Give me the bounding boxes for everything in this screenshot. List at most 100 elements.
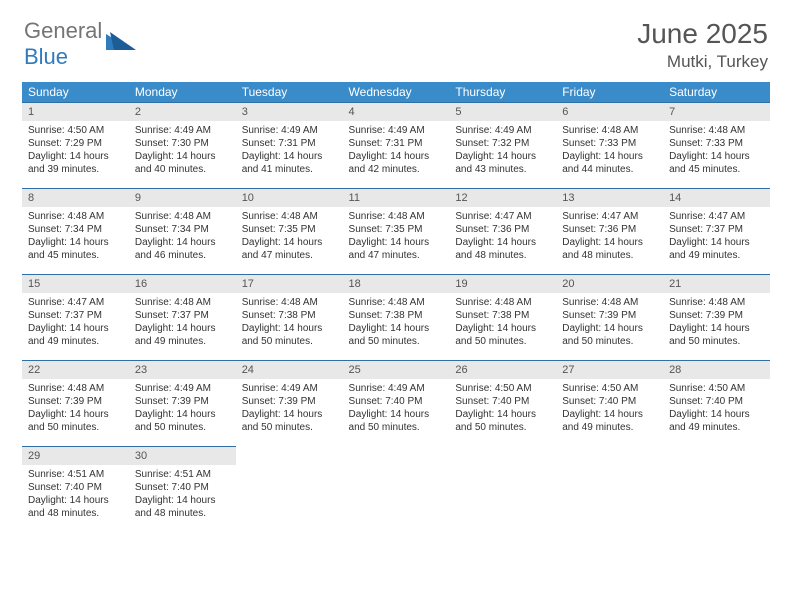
day-line-d2: and 50 minutes. xyxy=(562,335,657,348)
day-line-sr: Sunrise: 4:48 AM xyxy=(562,124,657,137)
day-line-d2: and 47 minutes. xyxy=(349,249,444,262)
day-details: Sunrise: 4:49 AMSunset: 7:31 PMDaylight:… xyxy=(236,121,343,180)
calendar-day-cell: 13Sunrise: 4:47 AMSunset: 7:36 PMDayligh… xyxy=(556,188,663,274)
calendar-day-cell: 11Sunrise: 4:48 AMSunset: 7:35 PMDayligh… xyxy=(343,188,450,274)
day-line-d1: Daylight: 14 hours xyxy=(28,236,123,249)
calendar-day-cell: 30Sunrise: 4:51 AMSunset: 7:40 PMDayligh… xyxy=(129,446,236,532)
calendar-week-row: 1Sunrise: 4:50 AMSunset: 7:29 PMDaylight… xyxy=(22,102,770,188)
day-line-ss: Sunset: 7:40 PM xyxy=(669,395,764,408)
calendar-day-cell: 17Sunrise: 4:48 AMSunset: 7:38 PMDayligh… xyxy=(236,274,343,360)
day-line-d1: Daylight: 14 hours xyxy=(562,408,657,421)
day-line-d1: Daylight: 14 hours xyxy=(562,236,657,249)
day-line-d1: Daylight: 14 hours xyxy=(349,150,444,163)
calendar-header-row: SundayMondayTuesdayWednesdayThursdayFrid… xyxy=(22,82,770,102)
day-line-d2: and 44 minutes. xyxy=(562,163,657,176)
day-line-ss: Sunset: 7:39 PM xyxy=(562,309,657,322)
day-number: 26 xyxy=(449,360,556,379)
calendar-body: 1Sunrise: 4:50 AMSunset: 7:29 PMDaylight… xyxy=(22,102,770,532)
day-details: Sunrise: 4:50 AMSunset: 7:40 PMDaylight:… xyxy=(449,379,556,438)
day-details: Sunrise: 4:50 AMSunset: 7:40 PMDaylight:… xyxy=(663,379,770,438)
calendar-day-cell xyxy=(449,446,556,532)
calendar-day-cell: 10Sunrise: 4:48 AMSunset: 7:35 PMDayligh… xyxy=(236,188,343,274)
day-line-sr: Sunrise: 4:47 AM xyxy=(562,210,657,223)
day-details: Sunrise: 4:48 AMSunset: 7:33 PMDaylight:… xyxy=(556,121,663,180)
day-line-ss: Sunset: 7:34 PM xyxy=(28,223,123,236)
day-line-ss: Sunset: 7:37 PM xyxy=(135,309,230,322)
day-number: 15 xyxy=(22,274,129,293)
day-line-d1: Daylight: 14 hours xyxy=(242,322,337,335)
day-number: 11 xyxy=(343,188,450,207)
calendar-day-cell: 21Sunrise: 4:48 AMSunset: 7:39 PMDayligh… xyxy=(663,274,770,360)
day-details: Sunrise: 4:49 AMSunset: 7:31 PMDaylight:… xyxy=(343,121,450,180)
day-line-sr: Sunrise: 4:48 AM xyxy=(28,382,123,395)
day-line-d2: and 48 minutes. xyxy=(455,249,550,262)
day-line-d1: Daylight: 14 hours xyxy=(455,408,550,421)
calendar-day-cell: 25 Sunrise: 4:49 AMSunset: 7:40 PMDayligh… xyxy=(343,360,450,446)
weekday-header: Monday xyxy=(129,82,236,102)
day-line-d1: Daylight: 14 hours xyxy=(135,408,230,421)
day-line-d2: and 40 minutes. xyxy=(135,163,230,176)
day-line-ss: Sunset: 7:39 PM xyxy=(242,395,337,408)
weekday-header: Wednesday xyxy=(343,82,450,102)
day-line-sr: Sunrise: 4:47 AM xyxy=(28,296,123,309)
day-details: Sunrise: 4:48 AMSunset: 7:35 PMDaylight:… xyxy=(343,207,450,266)
day-line-sr: Sunrise: 4:48 AM xyxy=(242,296,337,309)
day-line-ss: Sunset: 7:35 PM xyxy=(242,223,337,236)
title-block: June 2025 Mutki, Turkey xyxy=(637,18,768,72)
calendar-day-cell: 7Sunrise: 4:48 AMSunset: 7:33 PMDaylight… xyxy=(663,102,770,188)
day-line-d1: Daylight: 14 hours xyxy=(242,408,337,421)
day-line-sr: Sunrise: 4:48 AM xyxy=(135,210,230,223)
day-details: Sunrise: 4:48 AMSunset: 7:38 PMDaylight:… xyxy=(449,293,556,352)
day-number: 5 xyxy=(449,102,556,121)
day-line-d2: and 45 minutes. xyxy=(28,249,123,262)
location-label: Mutki, Turkey xyxy=(637,52,768,72)
calendar-week-row: 22Sunrise: 4:48 AMSunset: 7:39 PMDayligh… xyxy=(22,360,770,446)
day-line-d2: and 50 minutes. xyxy=(135,421,230,434)
day-line-d2: and 50 minutes. xyxy=(28,421,123,434)
calendar-day-cell: 26Sunrise: 4:50 AMSunset: 7:40 PMDayligh… xyxy=(449,360,556,446)
day-line-sr: Sunrise: 4:49 AM xyxy=(349,382,444,395)
day-line-d1: Daylight: 14 hours xyxy=(242,236,337,249)
day-number: 16 xyxy=(129,274,236,293)
day-line-d1: Daylight: 14 hours xyxy=(28,408,123,421)
day-number: 1 xyxy=(22,102,129,121)
day-details: Sunrise: 4:51 AMSunset: 7:40 PMDaylight:… xyxy=(22,465,129,524)
calendar-day-cell: 29Sunrise: 4:51 AMSunset: 7:40 PMDayligh… xyxy=(22,446,129,532)
day-number: 27 xyxy=(556,360,663,379)
day-details: Sunrise: 4:47 AMSunset: 7:36 PMDaylight:… xyxy=(556,207,663,266)
day-line-sr: Sunrise: 4:48 AM xyxy=(28,210,123,223)
day-details: Sunrise: 4:48 AMSunset: 7:34 PMDaylight:… xyxy=(22,207,129,266)
day-line-d1: Daylight: 14 hours xyxy=(669,408,764,421)
day-number: 9 xyxy=(129,188,236,207)
calendar-day-cell: 9Sunrise: 4:48 AMSunset: 7:34 PMDaylight… xyxy=(129,188,236,274)
calendar-day-cell: 6Sunrise: 4:48 AMSunset: 7:33 PMDaylight… xyxy=(556,102,663,188)
day-line-ss: Sunset: 7:40 PM xyxy=(349,395,444,408)
calendar-day-cell: 23Sunrise: 4:49 AMSunset: 7:39 PMDayligh… xyxy=(129,360,236,446)
day-line-d2: and 43 minutes. xyxy=(455,163,550,176)
page-header: General Blue June 2025 Mutki, Turkey xyxy=(0,0,792,76)
day-line-sr: Sunrise: 4:51 AM xyxy=(135,468,230,481)
day-line-d1: Daylight: 14 hours xyxy=(669,322,764,335)
day-number: 19 xyxy=(449,274,556,293)
day-line-d2: and 50 minutes. xyxy=(455,335,550,348)
day-line-d2: and 46 minutes. xyxy=(135,249,230,262)
calendar-day-cell: 20Sunrise: 4:48 AMSunset: 7:39 PMDayligh… xyxy=(556,274,663,360)
day-line-d1: Daylight: 14 hours xyxy=(669,150,764,163)
day-line-d2: and 39 minutes. xyxy=(28,163,123,176)
day-line-ss: Sunset: 7:38 PM xyxy=(242,309,337,322)
day-number: 22 xyxy=(22,360,129,379)
day-line-d1: Daylight: 14 hours xyxy=(669,236,764,249)
day-line-d2: and 50 minutes. xyxy=(349,335,444,348)
day-line-sr: Sunrise: 4:48 AM xyxy=(349,296,444,309)
day-line-d1: Daylight: 14 hours xyxy=(349,408,444,421)
calendar-day-cell: 3Sunrise: 4:49 AMSunset: 7:31 PMDaylight… xyxy=(236,102,343,188)
day-line-d1: Daylight: 14 hours xyxy=(455,322,550,335)
day-number: 23 xyxy=(129,360,236,379)
day-line-sr: Sunrise: 4:49 AM xyxy=(242,124,337,137)
day-number: 25 xyxy=(343,360,450,379)
day-number: 18 xyxy=(343,274,450,293)
day-line-d1: Daylight: 14 hours xyxy=(28,322,123,335)
day-line-d2: and 48 minutes. xyxy=(562,249,657,262)
day-line-ss: Sunset: 7:30 PM xyxy=(135,137,230,150)
day-details: Sunrise: 4:48 AMSunset: 7:38 PMDaylight:… xyxy=(236,293,343,352)
